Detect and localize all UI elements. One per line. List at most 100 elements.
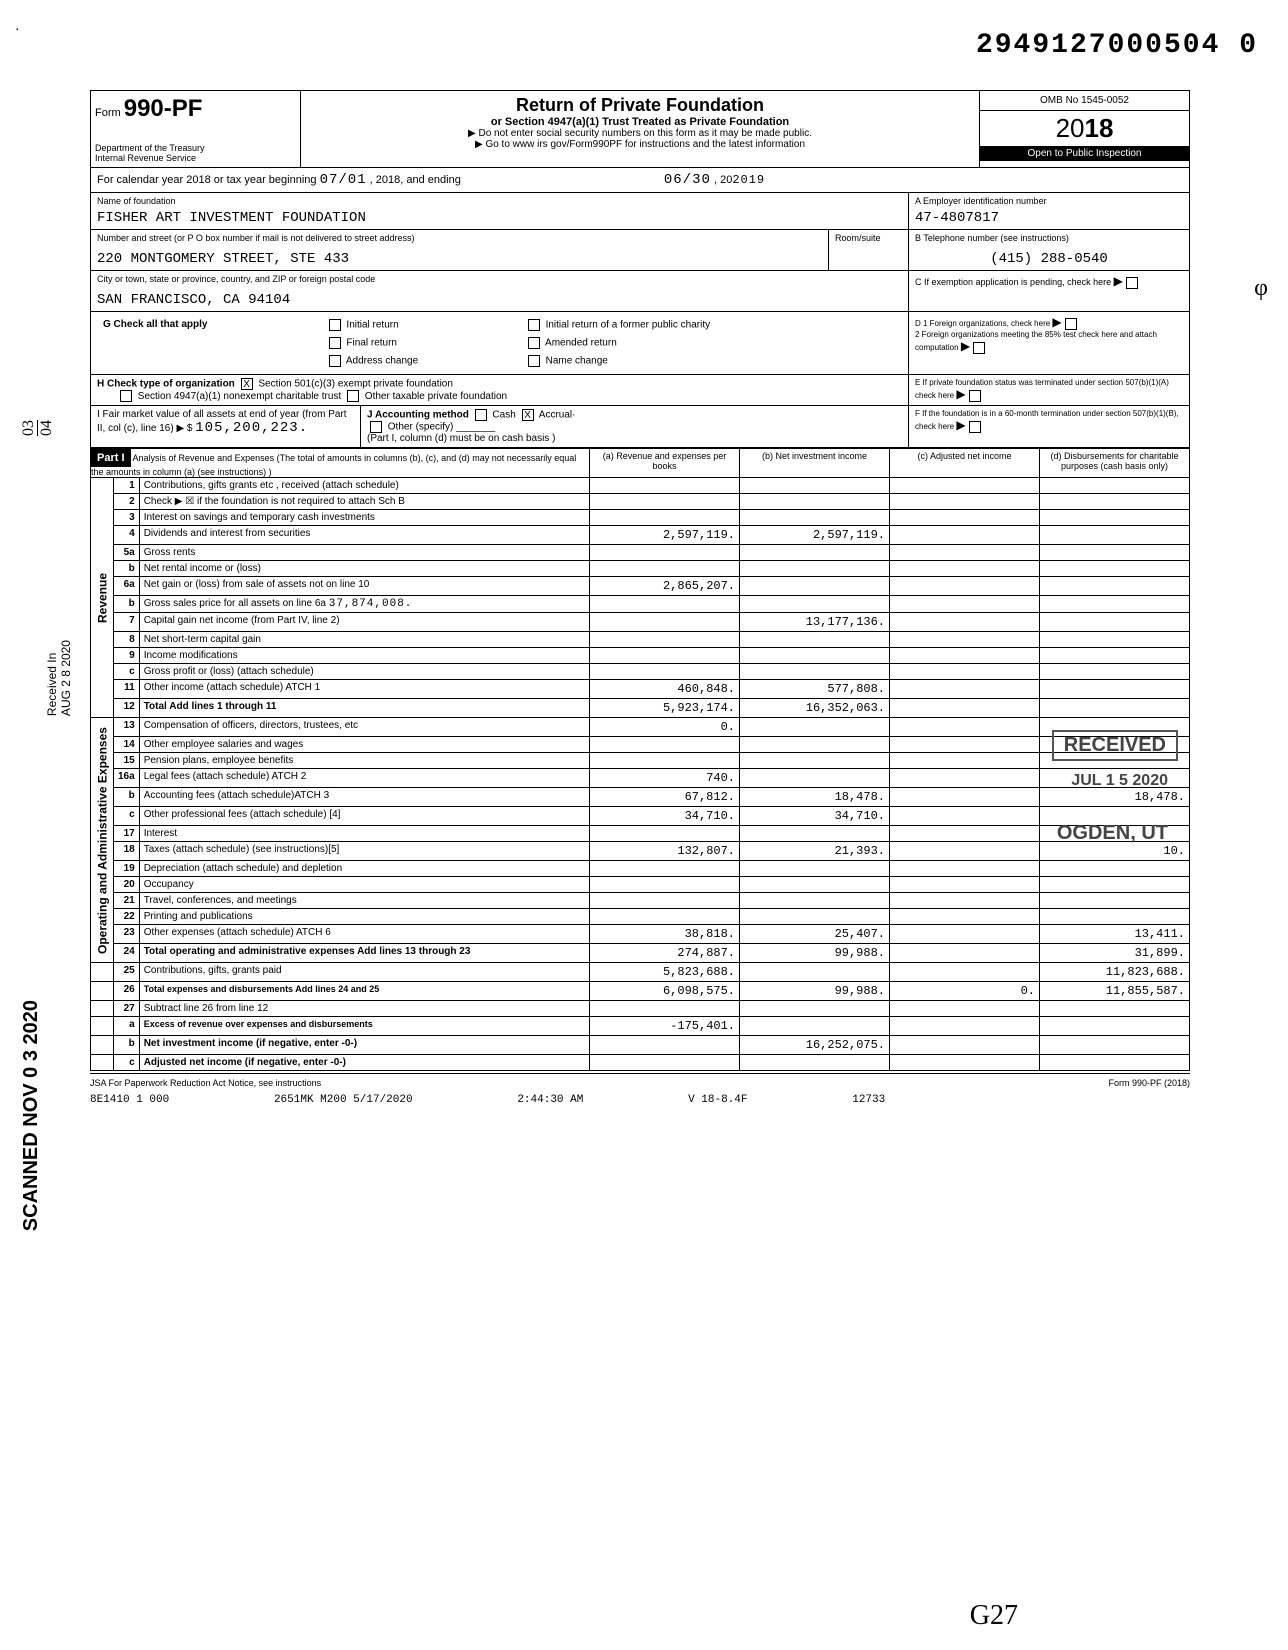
footer-code2: 2651MK M200 5/17/2020 (274, 1094, 413, 1106)
section-h: H Check type of organization X Section 5… (91, 375, 909, 405)
section-d: D 1 Foreign organizations, check here ▶ … (909, 312, 1189, 374)
footer-pg: 12733 (852, 1094, 885, 1106)
section-f: F If the foundation is in a 60-month ter… (909, 406, 1189, 447)
footer-code1: 8E1410 1 000 (90, 1094, 169, 1106)
jsa-notice: JSA For Paperwork Reduction Act Notice, … (90, 1078, 321, 1088)
ein-label: A Employer identification number (915, 196, 1183, 206)
checkbox-4947[interactable] (120, 390, 132, 402)
col-d-header: (d) Disbursements for charitable purpose… (1040, 449, 1190, 478)
expenses-label: Operating and Administrative Expenses (91, 718, 114, 963)
checkbox-d1[interactable] (1065, 318, 1077, 330)
checkbox-c[interactable] (1126, 277, 1138, 289)
footer-time: 2:44:30 AM (517, 1094, 583, 1106)
foundation-name: FISHER ART INVESTMENT FOUNDATION (97, 206, 902, 226)
part1-table: Part I Analysis of Revenue and Expenses … (90, 448, 1190, 1071)
checkbox-e[interactable] (969, 390, 981, 402)
checkbox-addr-change[interactable] (329, 355, 341, 367)
cal-begin: 07/01 (320, 172, 367, 188)
checkbox-final[interactable] (329, 337, 341, 349)
footer-initials: G27 (970, 1600, 1018, 1632)
checkbox-name-change[interactable] (528, 355, 540, 367)
form-note2: ▶ Go to www irs gov/Form990PF for instru… (305, 139, 975, 150)
form-title: Return of Private Foundation (305, 95, 975, 116)
margin-fraction: 0304 (20, 420, 56, 436)
checkbox-f[interactable] (969, 421, 981, 433)
dept-treasury: Department of the Treasury (95, 143, 296, 153)
form-year: 2018 (980, 111, 1189, 146)
city-value: SAN FRANCISCO, CA 94104 (97, 284, 902, 308)
city-row: City or town, state or province, country… (90, 271, 1190, 312)
side-received-stamp: Received In AUG 2 8 2020 (45, 640, 73, 716)
header-right: OMB No 1545-0052 2018 Open to Public Ins… (979, 91, 1189, 167)
checkbox-initial-former[interactable] (528, 319, 540, 331)
foundation-name-cell: Name of foundation FISHER ART INVESTMENT… (91, 193, 909, 229)
section-g: G Check all that apply Initial return In… (91, 312, 909, 374)
stamp-ogden: OGDEN, UT (1047, 820, 1178, 847)
section-i: I Fair market value of all assets at end… (91, 406, 361, 447)
footer-row2: 8E1410 1 000 2651MK M200 5/17/2020 2:44:… (90, 1092, 1190, 1108)
footer-ver: V 18-8.4F (688, 1094, 747, 1106)
checkbox-501c3[interactable]: X (241, 378, 253, 390)
form-note1: ▶ Do not enter social security numbers o… (305, 128, 975, 139)
cal-mid: , 2018, and ending (370, 174, 461, 186)
city-cell: City or town, state or province, country… (91, 271, 909, 311)
form-container: Form 990-PF Department of the Treasury I… (90, 90, 1190, 1108)
section-g-row: G Check all that apply Initial return In… (90, 312, 1190, 375)
stamp-date: JUL 1 5 2020 (1061, 770, 1178, 792)
stamp-scanned: SCANNED NOV 0 3 2020 (20, 1000, 43, 1231)
cal-end-year: 2019 (732, 173, 765, 187)
street-address: 220 MONTGOMERY STREET, STE 433 (97, 243, 822, 267)
omb-number: OMB No 1545-0052 (980, 91, 1189, 111)
room-cell: Room/suite (829, 230, 909, 270)
handwritten-initial-right: φ (1254, 275, 1268, 302)
part1-title: Analysis of Revenue and Expenses (The to… (91, 453, 576, 477)
form-subtitle: or Section 4947(a)(1) Trust Treated as P… (305, 116, 975, 128)
page-corner-mark: · (15, 20, 20, 36)
open-inspection: Open to Public Inspection (980, 146, 1189, 161)
calendar-year-row: For calendar year 2018 or tax year begin… (90, 168, 1190, 193)
g-label: G Check all that apply (99, 317, 320, 369)
ein-value: 47-4807817 (915, 206, 1183, 226)
addr-label: Number and street (or P O box number if … (97, 233, 822, 243)
name-ein-row: Name of foundation FISHER ART INVESTMENT… (90, 193, 1190, 230)
header-left: Form 990-PF Department of the Treasury I… (91, 91, 301, 167)
cal-end: 06/30 (664, 172, 711, 188)
j-note: (Part I, column (d) must be on cash basi… (367, 433, 555, 444)
section-c: C If exemption application is pending, c… (909, 271, 1189, 311)
phone-cell: B Telephone number (see instructions) (4… (909, 230, 1189, 270)
section-ij-row: I Fair market value of all assets at end… (90, 406, 1190, 448)
addr-row: Number and street (or P O box number if … (90, 230, 1190, 271)
checkbox-accrual[interactable]: X (522, 409, 534, 421)
room-label: Room/suite (835, 233, 902, 243)
cal-label: For calendar year 2018 or tax year begin… (97, 174, 317, 186)
footer-row1: JSA For Paperwork Reduction Act Notice, … (90, 1073, 1190, 1092)
section-e: E If private foundation status was termi… (909, 375, 1189, 405)
checkbox-cash[interactable] (475, 409, 487, 421)
city-label: City or town, state or province, country… (97, 274, 902, 284)
col-a-header: (a) Revenue and expenses per books (590, 449, 740, 478)
irs-label: Internal Revenue Service (95, 153, 296, 163)
form-ref: Form 990-PF (2018) (1108, 1078, 1190, 1088)
checkbox-other-method[interactable] (370, 421, 382, 433)
fmv-value: 105,200,223. (195, 420, 308, 436)
ein-cell: A Employer identification number 47-4807… (909, 193, 1189, 229)
part1-header: Part I (91, 449, 131, 467)
checkbox-d2[interactable] (973, 342, 985, 354)
col-c-header: (c) Adjusted net income (890, 449, 1040, 478)
col-b-header: (b) Net investment income (740, 449, 890, 478)
document-number: 2949127000504 0 (976, 30, 1258, 61)
checkbox-amended[interactable] (528, 337, 540, 349)
phone-label: B Telephone number (see instructions) (915, 233, 1183, 243)
header-center: Return of Private Foundation or Section … (301, 91, 979, 167)
checkbox-other-taxable[interactable] (347, 390, 359, 402)
revenue-label: Revenue (91, 478, 114, 718)
name-label: Name of foundation (97, 196, 902, 206)
checkbox-initial[interactable] (329, 319, 341, 331)
phone-value: (415) 288-0540 (915, 243, 1183, 267)
section-j: J Accounting method Cash X Accrual· Othe… (361, 406, 909, 447)
stamp-received: RECEIVED (1052, 730, 1178, 761)
street-cell: Number and street (or P O box number if … (91, 230, 829, 270)
section-h-row: H Check type of organization X Section 5… (90, 375, 1190, 406)
form-number: Form 990-PF (95, 95, 296, 123)
form-header: Form 990-PF Department of the Treasury I… (90, 90, 1190, 168)
